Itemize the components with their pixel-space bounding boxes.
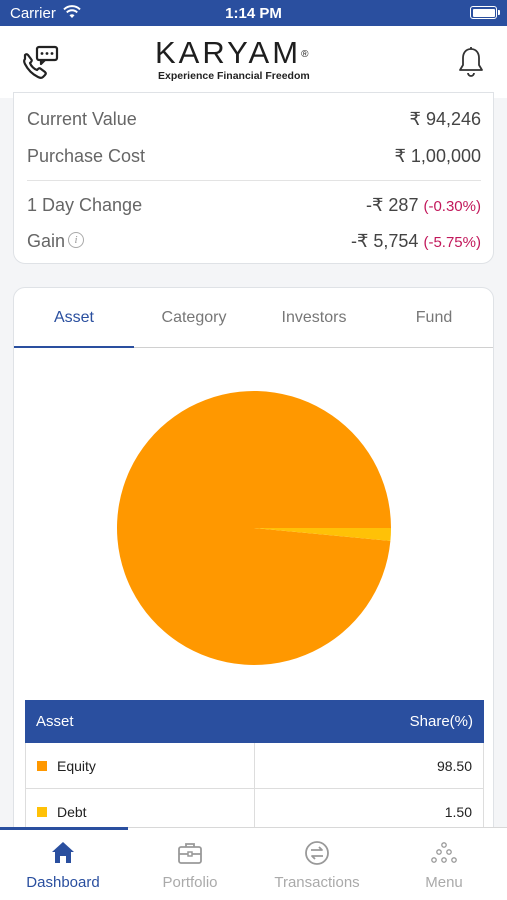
logo-registered-mark: ® — [301, 49, 312, 60]
nav-label-transactions: Transactions — [274, 874, 360, 891]
current-value-label: Current Value — [27, 109, 137, 129]
gain-label: Gain — [27, 231, 66, 251]
cell-name: Debt — [26, 789, 255, 835]
purchase-cost-amount: ₹ 1,00,000 — [394, 146, 481, 166]
home-icon — [52, 842, 74, 863]
nav-active-indicator — [0, 827, 128, 830]
pie-slice-equity[interactable] — [116, 391, 392, 666]
portfolio-summary-card: Current Value ₹ 94,246 Purchase Cost ₹ 1… — [13, 92, 494, 264]
current-value-amount: ₹ 94,246 — [409, 109, 481, 129]
row-share-debt: 1.50 — [444, 804, 472, 820]
transfer-icon — [305, 841, 329, 865]
purchase-cost-label: Purchase Cost — [27, 146, 146, 166]
gain-percent: (-5.75%) — [423, 234, 481, 251]
bottom-nav: Dashboard Portfolio Transactions Menu — [0, 827, 507, 900]
nav-portfolio[interactable]: Portfolio — [127, 828, 253, 900]
row-name-debt: Debt — [57, 804, 87, 820]
menu-dots-icon — [431, 842, 457, 863]
legend-swatch-equity — [37, 761, 47, 771]
header-asset: Asset — [36, 713, 74, 730]
day-change-percent: (-0.30%) — [423, 198, 481, 215]
day-change-row: 1 Day Change -₹ 287 (-0.30%) — [27, 192, 481, 218]
allocation-tabs: Asset Category Investors Fund — [14, 288, 493, 348]
gain-amount: -₹ 5,754 — [350, 231, 419, 251]
karyam-logo: KARYAM® Experience Financial Freedom — [155, 35, 355, 86]
current-value-row: Current Value ₹ 94,246 — [27, 106, 481, 132]
summary-divider — [27, 180, 481, 181]
nav-transactions[interactable]: Transactions — [254, 828, 380, 900]
pie-slice-debt[interactable] — [254, 528, 391, 541]
nav-label-menu: Menu — [425, 874, 463, 891]
tab-investors[interactable]: Investors — [281, 309, 347, 326]
table-row-equity: Equity 98.50 — [25, 743, 484, 789]
info-icon[interactable]: i — [68, 232, 85, 249]
nav-label-portfolio: Portfolio — [162, 874, 218, 891]
row-name-equity: Equity — [57, 758, 96, 774]
gain-value: -₹ 5,754 (-5.75%) — [351, 231, 481, 252]
day-change-label: 1 Day Change — [27, 195, 143, 215]
active-tab-indicator — [14, 346, 134, 348]
logo-tagline: Experience Financial Freedom — [158, 70, 310, 82]
phone-chat-icon[interactable] — [20, 45, 60, 81]
gain-label-group: Gain i — [27, 231, 85, 252]
nav-dashboard[interactable]: Dashboard — [0, 828, 126, 900]
asset-share-table: Asset Share(%) Equity 98.50 Debt 1.50 — [25, 700, 484, 835]
row-share-equity: 98.50 — [436, 758, 472, 774]
gain-row: Gain i -₹ 5,754 (-5.75%) — [27, 228, 481, 254]
carrier-label: Carrier — [10, 5, 56, 22]
status-bar: Carrier 1:14 PM — [0, 0, 507, 26]
battery-icon — [470, 6, 500, 19]
clock: 1:14 PM — [225, 5, 282, 22]
logo-wordmark: KARYAM — [155, 35, 302, 70]
nav-menu[interactable]: Menu — [381, 828, 507, 900]
header-share: Share(%) — [409, 713, 473, 730]
allocation-card: Asset Category Investors Fund Asset Shar… — [13, 287, 494, 847]
day-change-value: -₹ 287 (-0.30%) — [366, 195, 481, 216]
tab-fund[interactable]: Fund — [415, 309, 453, 326]
legend-swatch-debt — [37, 807, 47, 817]
wifi-icon — [63, 5, 81, 18]
asset-pie-chart — [116, 391, 392, 666]
tab-asset[interactable]: Asset — [53, 309, 94, 326]
app-header: KARYAM® Experience Financial Freedom — [0, 26, 507, 98]
nav-label-dashboard: Dashboard — [26, 874, 100, 891]
cell-name: Equity — [26, 743, 255, 789]
table-header: Asset Share(%) — [25, 700, 484, 743]
tab-category[interactable]: Category — [161, 309, 227, 326]
bell-icon[interactable] — [456, 46, 486, 78]
briefcase-icon — [178, 843, 202, 864]
day-change-amount: -₹ 287 — [365, 195, 419, 215]
purchase-cost-row: Purchase Cost ₹ 1,00,000 — [27, 143, 481, 169]
